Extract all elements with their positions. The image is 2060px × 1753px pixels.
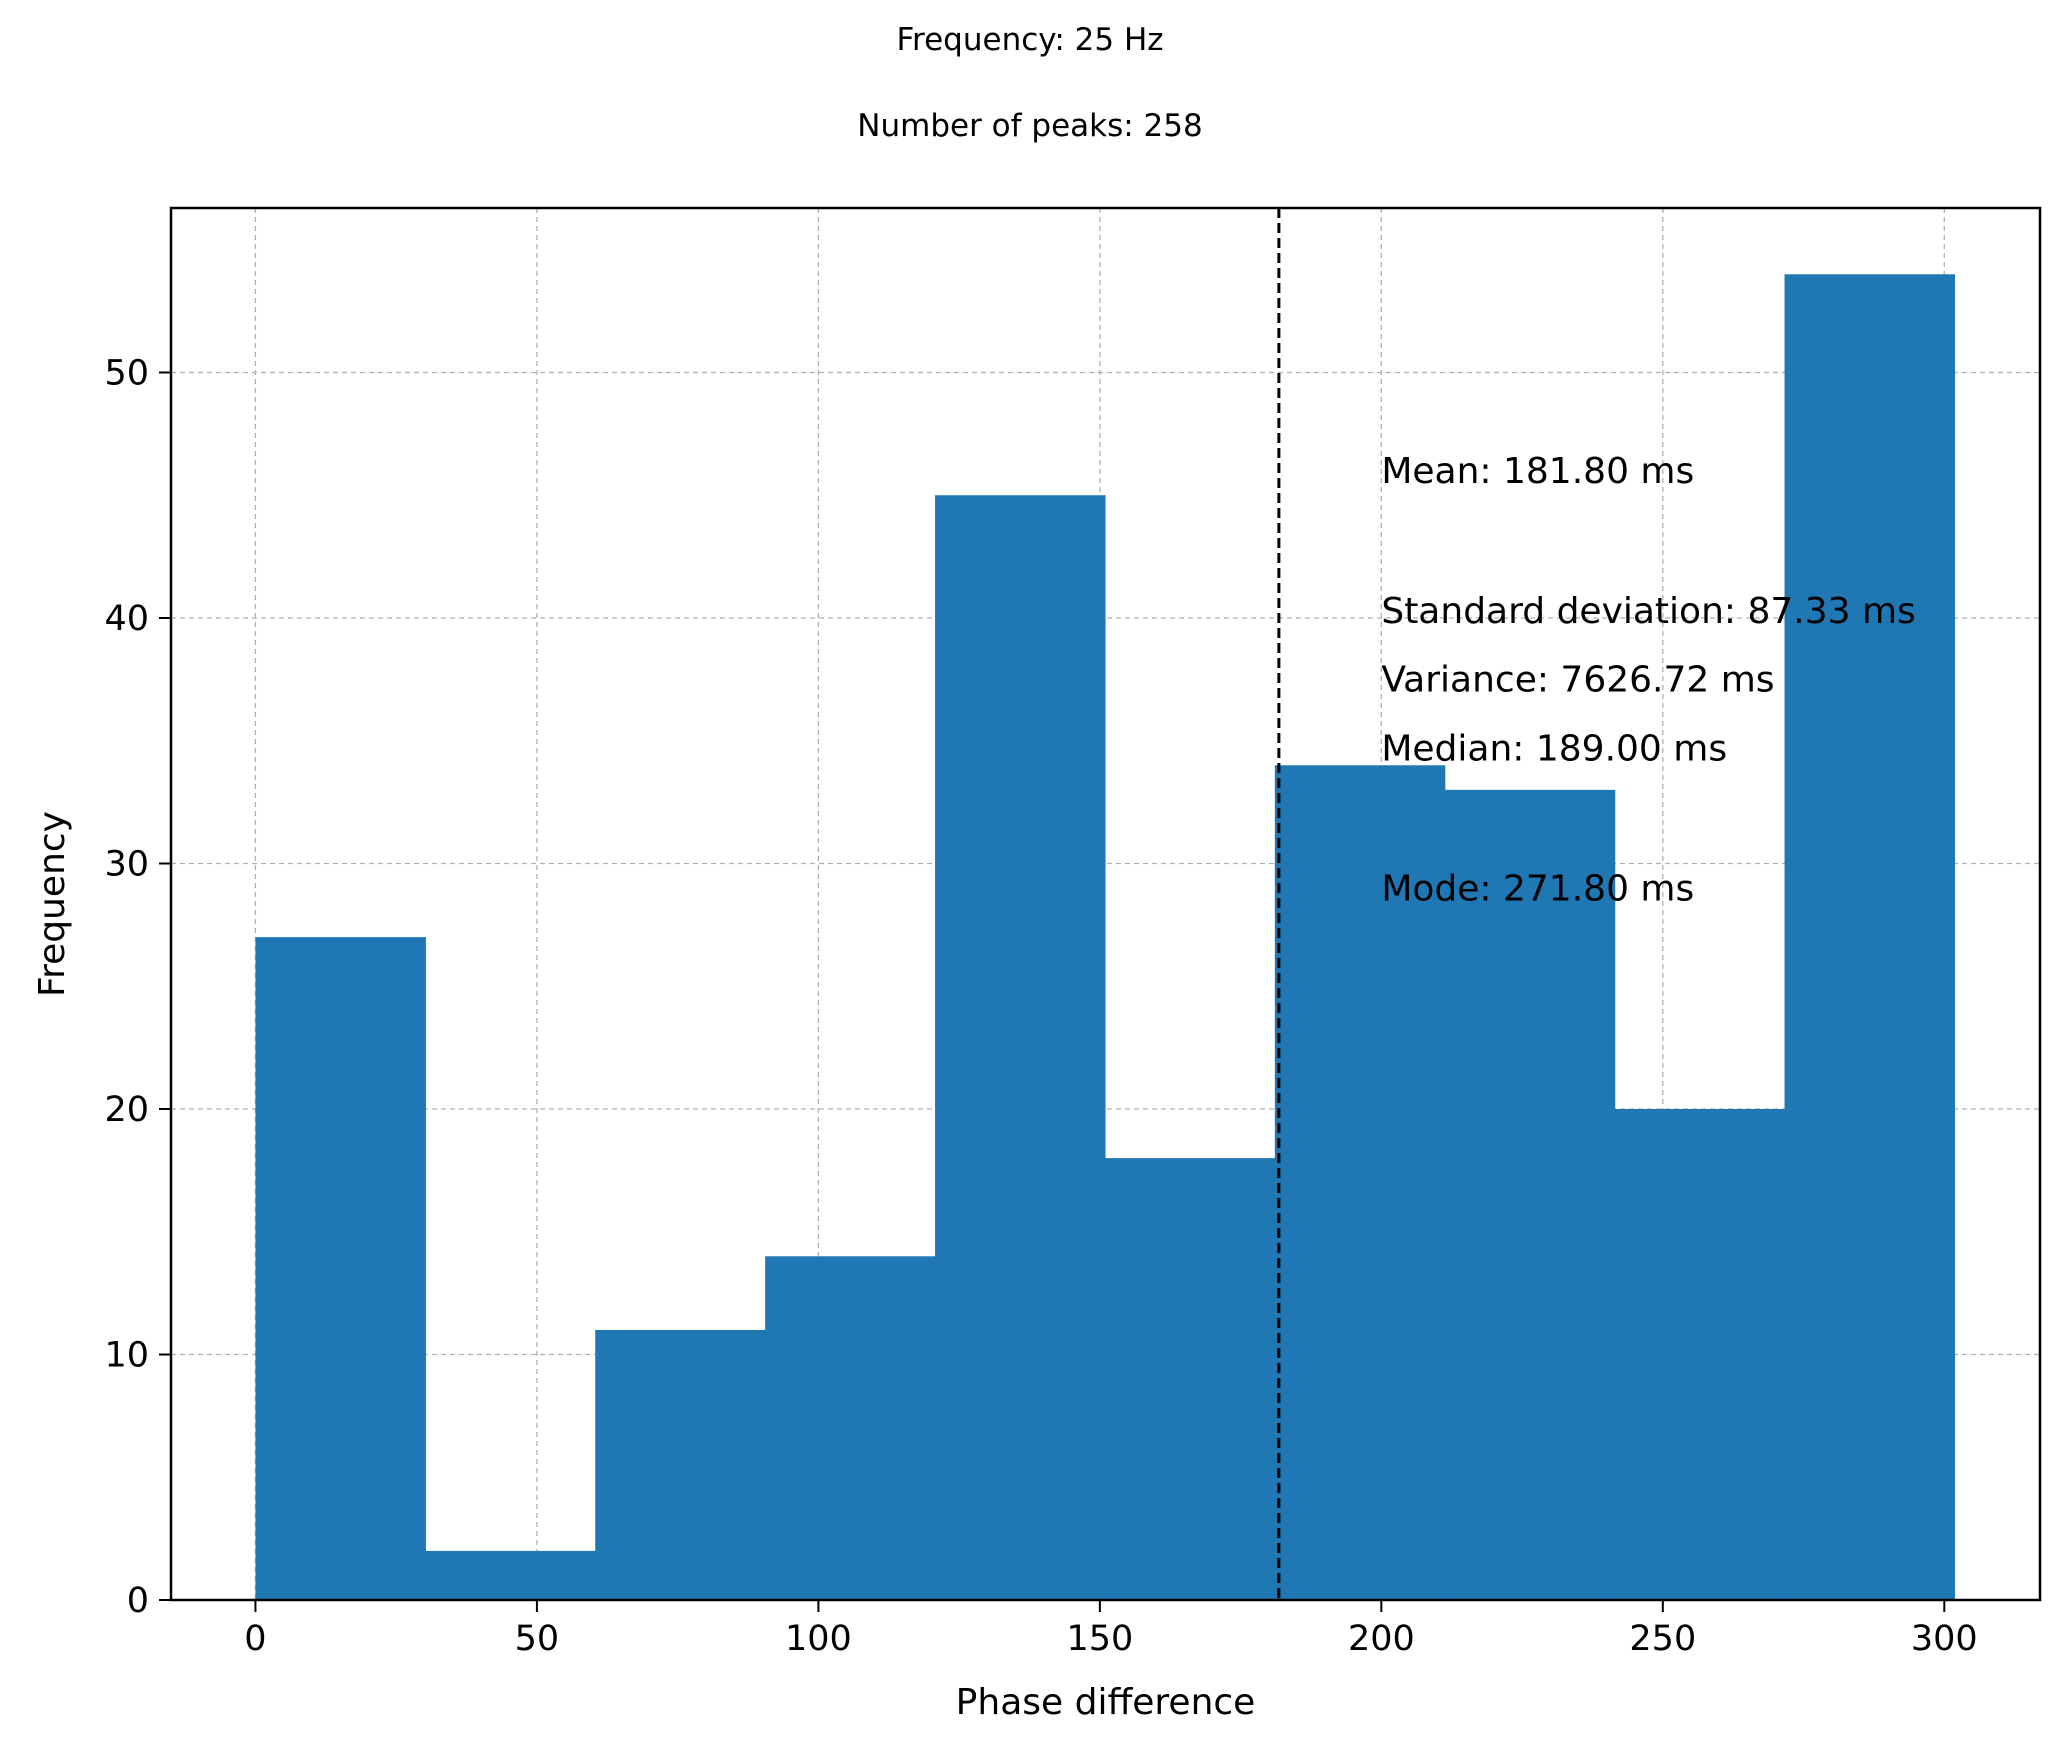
histogram-bar [595, 1329, 766, 1600]
histogram-bar [935, 495, 1106, 1601]
plot-frame [169, 206, 2042, 1602]
y-tick-label: 0 [127, 1581, 149, 1621]
x-tick-label: 50 [515, 1619, 560, 1659]
histogram-bar [1274, 765, 1446, 1600]
histogram-bar [1104, 1158, 1276, 1600]
x-tick-label: 200 [1348, 1619, 1415, 1659]
histogram-bar [765, 1256, 936, 1600]
stat-annotation: Variance: 7626.72 ms [1381, 660, 1774, 701]
stat-annotation: Median: 189.00 ms [1381, 728, 1727, 769]
x-tick-label: 100 [785, 1619, 852, 1659]
x-tick-label: 150 [1066, 1619, 1133, 1659]
bars-layer [255, 274, 1956, 1601]
y-tick-label: 50 [104, 353, 149, 393]
peaks-header: Number of peaks: 258 [857, 108, 1203, 144]
y-tick-label: 40 [104, 599, 149, 639]
annotations-layer: Mean: 181.80 ms Standard deviation: 87.33… [1381, 451, 1915, 909]
frequency-header: Frequency: 25 Hz [896, 22, 1164, 58]
y-axis-label: Frequency [32, 811, 73, 997]
y-tick-label: 30 [104, 844, 149, 884]
ticks-layer: 0 50 100 150 200 250 300 0 10 20 30 40 50 [104, 353, 1977, 1659]
histogram-bar [1444, 789, 1616, 1600]
stat-annotation: Mode: 271.80 ms [1381, 868, 1694, 909]
histogram-bar [1784, 274, 1956, 1601]
stat-annotation: Standard deviation: 87.33 ms [1381, 591, 1915, 632]
x-tick-label: 250 [1629, 1619, 1696, 1659]
x-tick-label: 300 [1911, 1619, 1978, 1659]
y-tick-label: 20 [104, 1090, 149, 1130]
histogram-bar [425, 1550, 596, 1600]
y-tick-label: 10 [104, 1335, 149, 1375]
histogram-bar [1614, 1108, 1786, 1600]
x-tick-label: 0 [244, 1619, 266, 1659]
histogram-bar [255, 937, 426, 1600]
stat-annotation: Mean: 181.80 ms [1381, 451, 1694, 492]
x-axis-label: Phase difference [956, 1682, 1256, 1723]
